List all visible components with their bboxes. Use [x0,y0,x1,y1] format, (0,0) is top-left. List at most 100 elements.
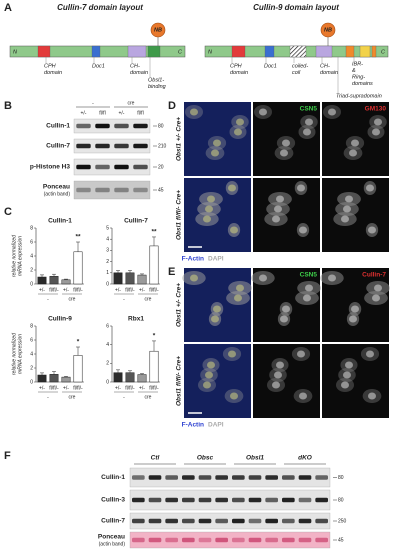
row-label: Cullin-1 [46,123,70,130]
row-sublabel: (actin band) [44,191,71,197]
nucleus [343,371,351,379]
domain [37,45,51,58]
kda: 80 [338,497,344,503]
domain-label: CPH [44,63,56,69]
genotype: +/- [139,287,145,293]
micrograph [253,178,320,252]
nucleus [230,392,238,400]
nucleus [374,284,382,292]
domain-label: CH- [320,63,330,69]
band [148,518,162,524]
c-terminus: C [381,49,385,55]
band [133,187,148,193]
nb-label: NB [324,27,332,33]
nucleus [230,226,238,234]
column-label: Obsl1 [246,455,264,462]
row-label: Obsl1 fl/fl/- Cre+ [176,190,183,240]
group-label: cre [145,394,152,400]
significance: ** [75,234,81,241]
n-terminus: N [13,49,17,55]
band [215,497,228,503]
domain [359,45,371,58]
kda: 20 [158,164,164,170]
domain [289,45,307,58]
nucleus [349,149,357,157]
band [76,123,91,129]
row-label: Cullin-7 [101,518,125,525]
domain [147,45,161,58]
genotype: +/- [81,110,87,116]
nucleus [190,274,198,282]
panel-letter: D [168,100,176,112]
row-sublabel: (actin band) [99,541,126,547]
domain [231,45,246,58]
band [198,497,212,503]
band [298,518,312,524]
nucleus [328,274,336,282]
significance: ** [151,229,157,236]
group-label: cre [128,100,135,106]
micrograph [184,178,251,252]
bar [49,374,59,383]
domain-label: domains [352,81,373,87]
genotype: fl/fl/- [125,287,135,293]
bar [73,355,83,383]
band [114,187,129,193]
band [282,518,295,524]
row-label: Ponceau [43,184,70,191]
group-label: - [123,394,125,400]
group-label: - [123,296,125,302]
genotype: +/- [119,110,125,116]
nucleus [190,108,198,116]
c-terminus: C [178,49,182,55]
micrograph [253,344,320,418]
micrograph [322,344,389,418]
domain-title: Cullin-7 domain layout [57,3,143,12]
domain [127,45,147,58]
band [198,475,212,480]
nucleus [274,371,282,379]
channel-label: GM130 [365,106,387,113]
bar [37,374,47,383]
bar [61,376,71,383]
row-label: Cullin-3 [101,497,125,504]
nucleus [297,350,305,358]
band [248,497,262,503]
band [298,537,312,543]
bar [149,350,159,383]
nucleus [236,118,244,126]
kda: 45 [338,537,344,543]
bar [73,251,83,285]
domain-label: domain [320,70,338,76]
blot [73,138,151,154]
bar [137,374,147,383]
row-label: Cullin-7 [46,143,70,150]
band [114,164,129,170]
band [248,537,262,543]
panel-letter: A [4,2,12,14]
blot [73,118,151,134]
domain-label: Obsl1- [148,77,164,83]
nucleus [282,139,290,147]
band [148,537,162,543]
group-label: cre [69,296,76,302]
band [148,475,162,480]
bar [61,279,71,285]
nucleus [343,205,351,213]
domain-label: binding [148,84,167,90]
band [282,497,295,503]
band [215,518,228,524]
chart-title: Cullin-7 [124,218,148,225]
y-axis-label: mRNA expression [17,334,23,374]
band [232,475,245,480]
y-tick-label: 6 [30,239,33,245]
band [215,475,228,480]
significance: * [77,339,80,346]
band [76,164,91,170]
significance: * [153,333,156,340]
genotype: fl/fl/- [125,385,135,391]
row-label: Cullin-1 [101,474,125,481]
genotype: fl/fl/- [73,385,83,391]
nucleus [259,274,267,282]
bar [49,276,59,285]
